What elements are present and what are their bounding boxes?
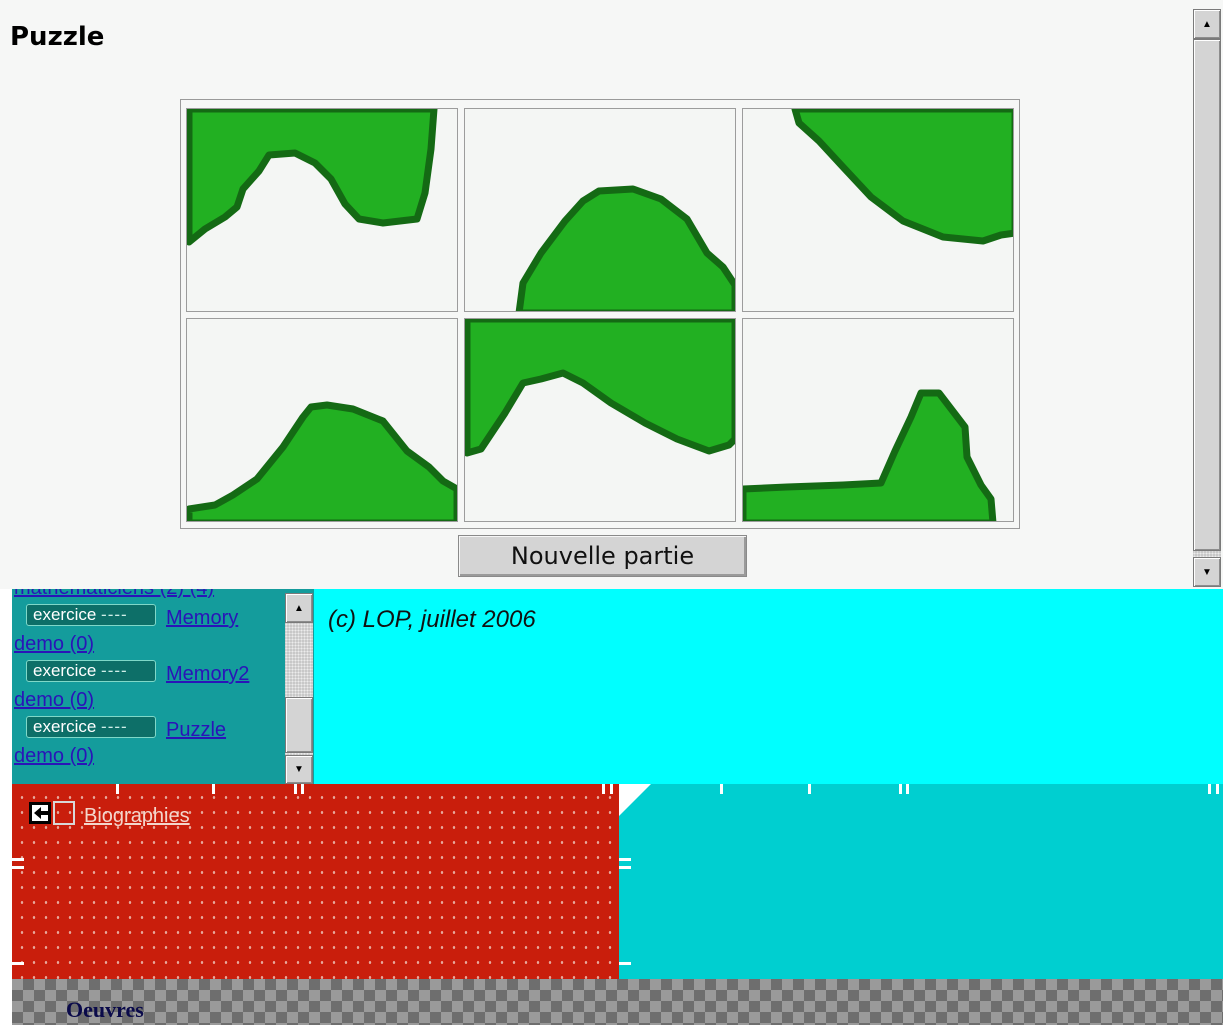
nav-vertical-scrollbar[interactable]: ▲ ▼: [285, 593, 313, 784]
page-title: Puzzle: [10, 22, 105, 52]
memory2-link-count[interactable]: demo (0): [14, 689, 95, 711]
nav-link-partial[interactable]: mathématiciens (2) (4): [14, 589, 214, 600]
copyright-text: (c) LOP, juillet 2006: [328, 606, 536, 633]
exercise-badge: exercice ----: [26, 660, 156, 682]
biographies-right-panel: [619, 784, 1223, 979]
oeuvres-bar: Oeuvres: [12, 979, 1223, 1025]
puzzle-frame: Puzzle: [10, 9, 1221, 587]
copyright-frame: (c) LOP, juillet 2006: [314, 589, 1223, 784]
corner-notch: [619, 784, 651, 816]
puzzle-tile[interactable]: [464, 318, 736, 522]
nav-scrollbar-thumb[interactable]: [285, 697, 313, 753]
scrollbar-thumb[interactable]: [1193, 39, 1221, 551]
scroll-up-button[interactable]: ▲: [1193, 9, 1221, 39]
puzzle-tile[interactable]: [742, 318, 1014, 522]
exercise-badge: exercice ----: [26, 604, 156, 626]
arrow-down-icon: ▼: [1202, 566, 1212, 578]
memory-link-count[interactable]: demo (0): [14, 633, 95, 655]
puzzle-tile[interactable]: [186, 318, 458, 522]
navigation-frame: mathématiciens (2) (4) exercice ---- Mem…: [12, 589, 314, 784]
exercise-badge: exercice ----: [26, 716, 156, 738]
puzzle-tile[interactable]: [464, 108, 736, 312]
puzzle-link[interactable]: Puzzle: [166, 719, 227, 741]
memory-link[interactable]: Memory: [166, 607, 239, 629]
new-game-button[interactable]: Nouvelle partie: [458, 535, 747, 577]
nav-scroll-down-button[interactable]: ▼: [285, 755, 313, 784]
puzzle-board: [180, 99, 1020, 529]
oeuvres-label[interactable]: Oeuvres: [66, 997, 144, 1022]
nav-scroll-up-button[interactable]: ▲: [285, 593, 313, 623]
biographies-link[interactable]: Biographies: [84, 805, 190, 827]
arrow-up-icon: ▲: [294, 602, 304, 614]
arrow-down-icon: ▼: [294, 764, 304, 775]
arrow-up-icon: ▲: [1202, 18, 1212, 30]
vertical-scrollbar[interactable]: ▲ ▼: [1193, 9, 1221, 587]
back-arrow-icon[interactable]: [28, 801, 76, 825]
puzzle-tile[interactable]: [186, 108, 458, 312]
biographies-panel: Biographies: [12, 784, 619, 979]
scroll-down-button[interactable]: ▼: [1193, 557, 1221, 587]
memory2-link[interactable]: Memory2: [166, 663, 250, 685]
puzzle-tile[interactable]: [742, 108, 1014, 312]
puzzle-link-count[interactable]: demo (0): [14, 745, 95, 767]
